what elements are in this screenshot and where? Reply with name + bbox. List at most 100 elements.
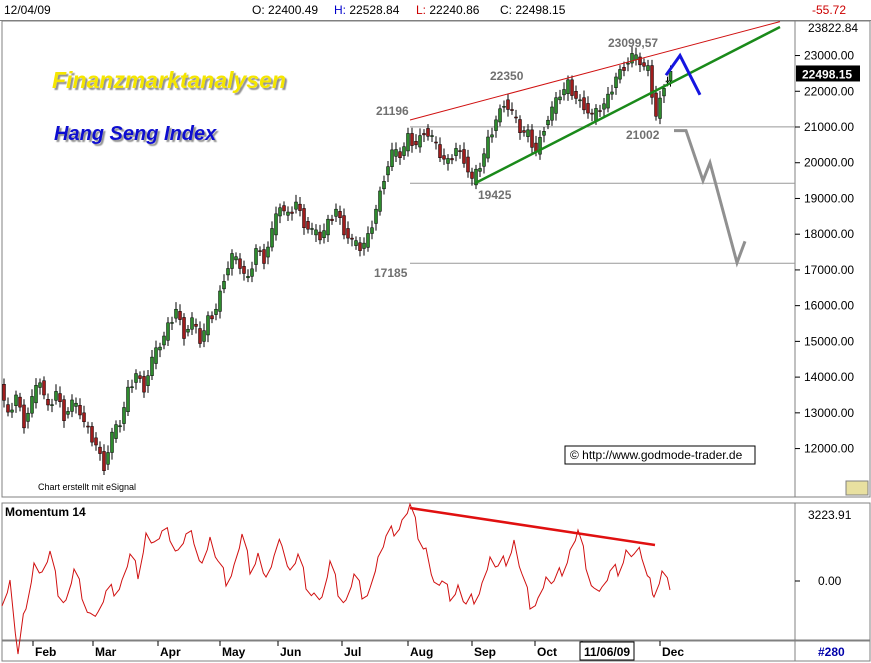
- candle-up: [322, 230, 326, 239]
- candle-up: [286, 211, 290, 216]
- last-price-box: [796, 65, 860, 82]
- candle-down: [598, 110, 602, 112]
- candle-up: [550, 106, 554, 121]
- candle-up: [234, 256, 238, 261]
- candle-down: [338, 211, 342, 219]
- price-tick-label: 16000.00: [804, 299, 854, 313]
- candle-down: [450, 158, 454, 161]
- high-quote: H: 22528.84: [334, 3, 399, 17]
- candle-down: [42, 380, 46, 396]
- open-quote: O: 22400.49: [252, 3, 318, 17]
- momentum-divergence-line: [409, 506, 656, 547]
- candle-up: [278, 207, 282, 217]
- candle-up: [118, 425, 122, 428]
- level-annotation: 21002: [626, 128, 660, 142]
- candle-down: [90, 426, 94, 443]
- candle-down: [582, 97, 586, 111]
- candle-up: [14, 394, 18, 406]
- candle-down: [414, 141, 418, 146]
- candle-down: [102, 451, 106, 471]
- lower-trend-line: [474, 25, 781, 185]
- candle-down: [422, 133, 426, 136]
- candle-down: [358, 242, 362, 251]
- candle-up: [665, 80, 670, 83]
- level-annotation: 22350: [490, 69, 524, 83]
- candle-up: [618, 69, 622, 80]
- candle-down: [302, 208, 306, 229]
- candle-up: [594, 108, 598, 121]
- candle-down: [506, 99, 510, 110]
- momentum-line: [1, 502, 671, 655]
- candle-up: [106, 452, 110, 465]
- candle-up: [34, 385, 38, 404]
- candle-up: [186, 328, 190, 333]
- watermark-box: [564, 445, 756, 465]
- candle-up: [38, 382, 42, 388]
- candle-up: [554, 97, 558, 114]
- candle-up: [326, 218, 330, 236]
- candle-up: [382, 181, 386, 190]
- momentum-panel-frame: [1, 502, 796, 641]
- candle-down: [238, 258, 242, 269]
- candle-up: [602, 103, 606, 110]
- page-label-frame: [794, 640, 871, 662]
- candle-down: [470, 171, 474, 179]
- close-label: C:: [500, 3, 512, 17]
- candle-up: [370, 227, 374, 234]
- candle-down: [142, 376, 146, 393]
- level-annotation: 21196: [376, 104, 409, 118]
- candle-down: [346, 228, 350, 239]
- candle-down: [262, 249, 266, 264]
- last-price-label: 22498.15: [802, 67, 852, 81]
- price-tick-label: 20000.00: [804, 156, 854, 170]
- price-tick-label: 22000.00: [804, 84, 854, 98]
- candle-up: [634, 54, 638, 61]
- month-label: Oct: [537, 645, 557, 659]
- low-quote: L: 22240.86: [416, 3, 479, 17]
- month-label: Feb: [35, 645, 56, 659]
- highlighted-date-box: [579, 641, 635, 661]
- candle-down: [282, 205, 286, 212]
- candle-up: [218, 290, 222, 312]
- month-label: Mar: [95, 645, 117, 659]
- candle-down: [330, 218, 334, 221]
- candle-down: [410, 133, 414, 146]
- change-value: -55.72: [812, 3, 847, 17]
- month-label: 11/06/09: [584, 645, 630, 659]
- candle-down: [82, 412, 86, 423]
- candle-up: [214, 308, 218, 315]
- candle-up: [66, 411, 70, 415]
- candle-down: [426, 128, 430, 137]
- candle-up: [498, 108, 502, 123]
- candle-down: [458, 150, 462, 152]
- chart-credit: Chart erstellt mit eSignal: [38, 482, 136, 492]
- page-number-label: #280: [818, 645, 845, 659]
- candle-up: [246, 276, 250, 279]
- candle-down: [522, 130, 526, 133]
- price-tick-label: 13000.00: [804, 406, 854, 420]
- candle-up: [486, 136, 490, 159]
- candle-down: [18, 396, 22, 408]
- candle-down: [46, 399, 50, 406]
- candle-down: [350, 237, 354, 240]
- candle-up: [150, 356, 154, 376]
- candle-down: [510, 109, 514, 111]
- low-label: L:: [416, 3, 427, 17]
- candle-up: [74, 402, 78, 407]
- momentum-max-label: 3223.91: [808, 508, 852, 522]
- candle-up: [50, 404, 54, 406]
- candle-up: [526, 129, 530, 137]
- level-annotation: 19425: [478, 188, 512, 202]
- quote-header: 12/04/09 O: 22400.49 H: 22528.84 L: 2224…: [0, 0, 871, 21]
- candle-down: [590, 112, 594, 115]
- candle-up: [478, 168, 482, 172]
- candle-up: [274, 213, 278, 236]
- close-value: 22498.15: [515, 3, 566, 17]
- candle-down: [138, 375, 142, 379]
- price-tick-label: 17000.00: [804, 263, 854, 277]
- candle-up: [26, 412, 30, 422]
- candle-up: [402, 146, 406, 156]
- candle-up: [354, 240, 358, 246]
- month-label: Sep: [474, 645, 496, 659]
